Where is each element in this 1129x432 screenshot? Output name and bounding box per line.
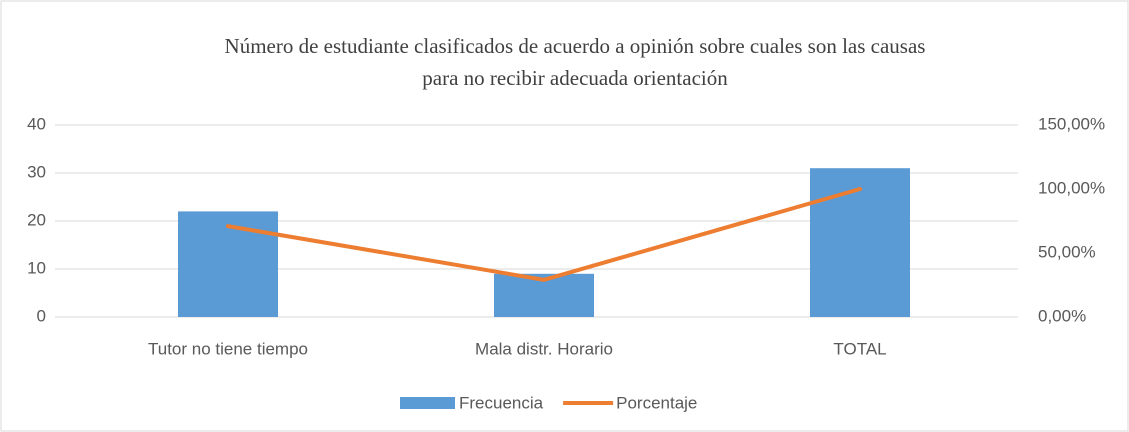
y-tick-label: 10 — [27, 258, 46, 277]
legend-label: Porcentaje — [616, 393, 697, 412]
bar — [178, 211, 278, 317]
y2-tick-label: 0,00% — [1038, 306, 1086, 325]
y2-tick-label: 50,00% — [1038, 242, 1096, 261]
y2-tick-label: 100,00% — [1038, 178, 1105, 197]
bar — [810, 168, 910, 317]
y-tick-label: 40 — [27, 114, 46, 133]
x-tick-label: Mala distr. Horario — [475, 339, 613, 358]
legend-label: Frecuencia — [459, 393, 544, 412]
y2-tick-label: 150,00% — [1038, 114, 1105, 133]
x-tick-label: TOTAL — [833, 339, 886, 358]
y-tick-label: 20 — [27, 210, 46, 229]
x-tick-label: Tutor no tiene tiempo — [148, 339, 308, 358]
y-tick-label: 0 — [37, 306, 46, 325]
chart-title: Número de estudiante clasificados de acu… — [225, 34, 926, 58]
chart-title: para no recibir adecuada orientación — [422, 66, 728, 90]
line — [226, 187, 862, 282]
y-tick-label: 30 — [27, 162, 46, 181]
legend-swatch — [400, 397, 455, 409]
